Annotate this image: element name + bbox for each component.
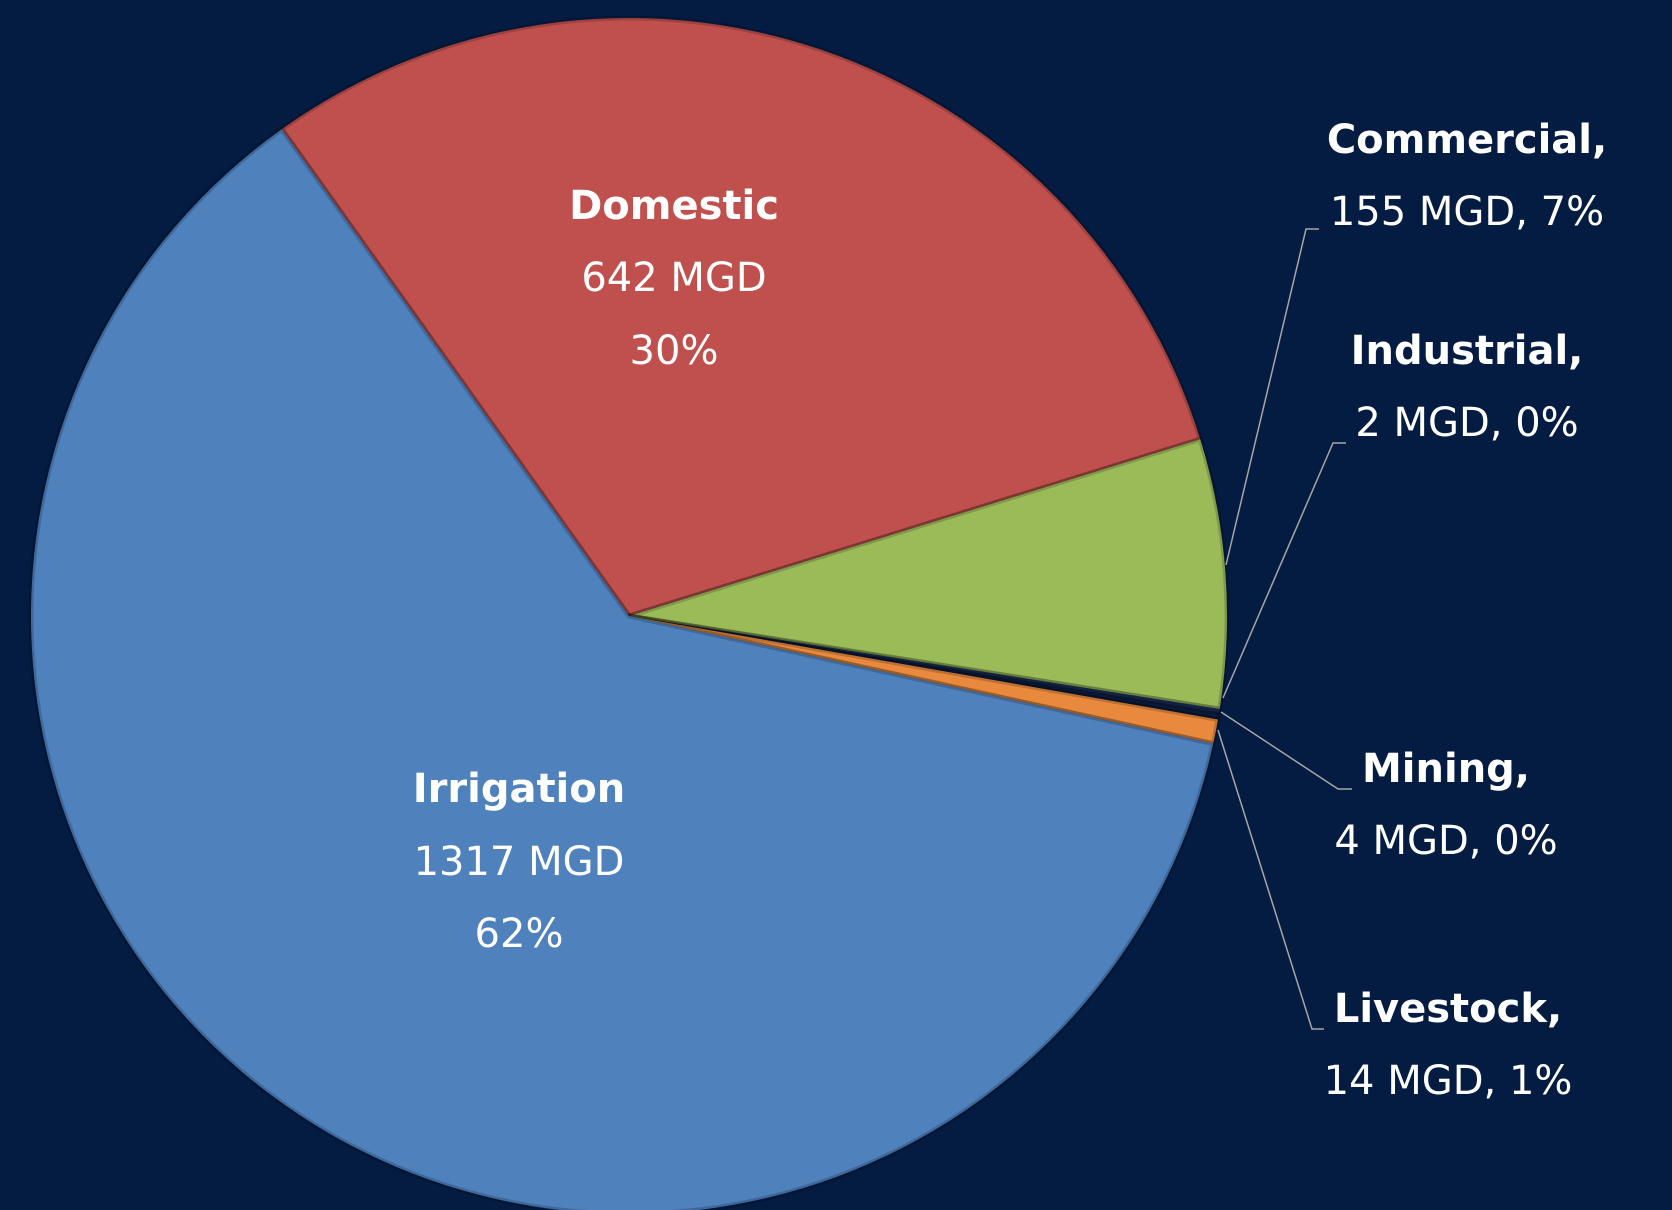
leader-line [1220, 711, 1352, 790]
pie-slice [279, 15, 1203, 619]
data-label-percent: 30% [630, 328, 719, 374]
pie-slice [626, 613, 1223, 716]
leader-line [1225, 228, 1319, 566]
pie-slice [626, 613, 1221, 747]
leader-line [1222, 442, 1346, 699]
pie-slice [626, 613, 1222, 722]
data-label-value: 1317 MGD [414, 839, 625, 885]
data-label-value: 4 MGD, 0% [1334, 818, 1557, 864]
pie-slice [626, 436, 1230, 712]
data-label-value: 642 MGD [581, 255, 766, 301]
data-label-name: Commercial, [1327, 117, 1607, 163]
data-label-name: Livestock, [1334, 986, 1562, 1032]
data-label-name: Domestic [569, 183, 779, 229]
data-label-value: 14 MGD, 1% [1324, 1058, 1573, 1104]
data-label-name: Mining, [1362, 746, 1530, 792]
data-label-name: Irrigation [413, 766, 625, 812]
data-label-percent: 62% [475, 911, 564, 957]
data-label-name: Industrial, [1351, 328, 1584, 374]
leader-line [1217, 729, 1324, 1030]
data-label-value: 2 MGD, 0% [1355, 400, 1578, 446]
pie-slice [28, 126, 1216, 1210]
data-label-value: 155 MGD, 7% [1330, 189, 1604, 235]
